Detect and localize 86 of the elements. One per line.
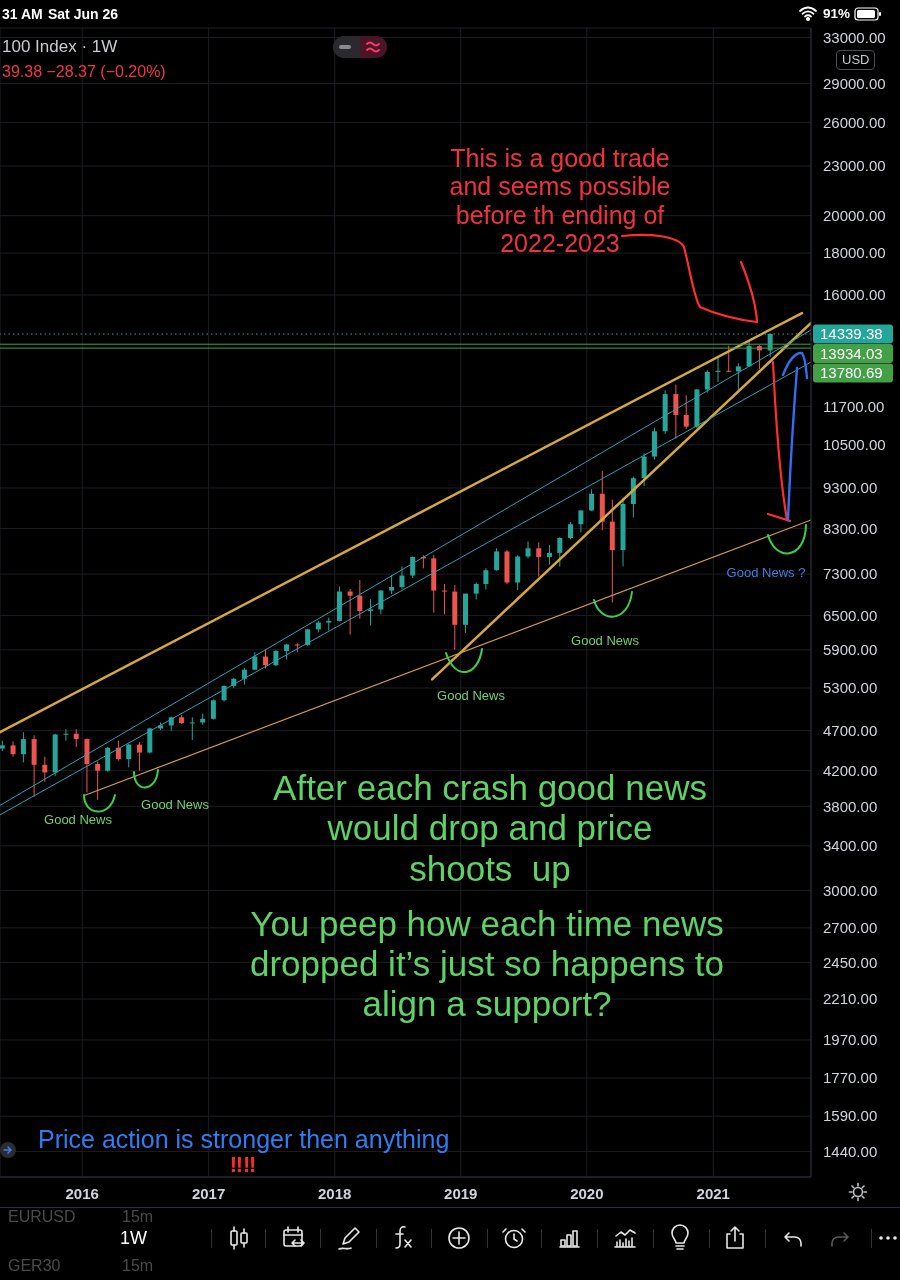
y-tick-label: 18000.00	[823, 244, 886, 262]
y-tick-label: 5900.00	[823, 641, 878, 659]
candlestick	[683, 394, 689, 430]
y-tick-label: 3000.00	[823, 881, 878, 899]
y-tick-label: 1770.00	[823, 1069, 878, 1087]
candlestick	[483, 567, 489, 591]
candlestick	[726, 345, 732, 373]
y-tick-label: 23000.00	[823, 157, 886, 175]
text: 39.38 −28.37 (−0.20%)	[2, 62, 166, 82]
candlestick	[63, 728, 69, 742]
y-tick-label: 1970.00	[823, 1031, 878, 1049]
y-tick-label: 3800.00	[823, 797, 878, 815]
text: 91%	[823, 6, 851, 22]
candlestick	[536, 541, 542, 578]
y-tick-label: 7300.00	[823, 565, 878, 583]
text: 31 AM	[2, 5, 43, 23]
candlestick	[20, 731, 26, 763]
y-tick-label: 20000.00	[823, 206, 886, 224]
candlestick	[673, 384, 679, 440]
candlestick	[95, 761, 101, 801]
candlestick	[704, 369, 710, 394]
annotation: Good News	[44, 811, 112, 828]
y-tick-label: 33000.00	[823, 28, 886, 46]
text: EURUSD	[8, 1207, 76, 1227]
candlestick	[189, 716, 195, 741]
candlestick	[357, 579, 363, 620]
y-tick-label: 9300.00	[823, 479, 878, 497]
text: GER30	[8, 1256, 61, 1276]
text: 100 Index · 1W	[2, 37, 118, 57]
text: 1W	[120, 1227, 147, 1249]
text: 15m	[122, 1256, 154, 1276]
x-tick-label: 2018	[318, 1184, 352, 1202]
candlestick	[42, 756, 48, 783]
y-tick-label: 4700.00	[823, 722, 878, 740]
candlestick	[735, 362, 741, 392]
candlestick	[589, 488, 595, 512]
y-tick-label: 26000.00	[823, 113, 886, 131]
candlestick	[494, 547, 500, 572]
ref-line-label: 13780.69	[820, 364, 883, 382]
ref-line-label: 13934.03	[820, 345, 883, 362]
candlestick	[263, 649, 269, 669]
candlestick	[546, 544, 552, 565]
candlestick	[441, 583, 447, 615]
text: Sat Jun 26	[48, 5, 119, 23]
candlestick	[10, 740, 16, 758]
annotation: You peep how each time news dropped it’s just so happens to align a support?	[249, 904, 725, 1024]
annotation: Good News	[437, 687, 505, 704]
annotation: Good News ?	[726, 564, 806, 581]
text: 15m	[122, 1207, 154, 1227]
x-tick-label: 2021	[696, 1184, 730, 1202]
candlestick	[641, 452, 647, 487]
annotation: ‼‼	[229, 1152, 257, 1178]
y-tick-label: 8300.00	[823, 519, 878, 537]
candlestick	[578, 509, 584, 533]
candlestick	[368, 598, 374, 626]
x-tick-label: 2017	[191, 1184, 226, 1202]
candlestick	[136, 741, 142, 772]
y-tick-label: 1590.00	[823, 1107, 878, 1125]
ref-line-label: 14339.38	[820, 325, 883, 343]
candlestick	[347, 588, 353, 635]
annotation: Good News	[141, 796, 209, 813]
y-tick-label: 2450.00	[823, 953, 878, 971]
y-tick-label: 1440.00	[823, 1142, 878, 1160]
y-axis-title: USD	[836, 50, 876, 70]
y-tick-label: 2210.00	[823, 990, 878, 1008]
y-tick-label: 6500.00	[823, 606, 878, 624]
y-tick-label: 5300.00	[823, 679, 878, 697]
candlestick	[126, 743, 132, 768]
annotation: Price action is stronger then anything	[38, 1124, 450, 1154]
y-tick-label: 10500.00	[823, 436, 886, 454]
x-tick-label: 2020	[570, 1184, 604, 1202]
candlestick	[557, 536, 563, 567]
y-tick-label: 11700.00	[823, 397, 885, 415]
y-tick-label: 16000.00	[823, 286, 886, 304]
x-tick-label: 2019	[444, 1184, 478, 1202]
x-tick-label: 2016	[65, 1184, 99, 1202]
candlestick	[105, 746, 111, 773]
candlestick	[399, 565, 405, 591]
y-tick-label: 2700.00	[823, 919, 878, 937]
candlestick	[389, 574, 395, 595]
y-tick-label: 29000.00	[823, 74, 886, 92]
y-tick-label: 3400.00	[823, 837, 878, 855]
annotation: Good News	[571, 632, 639, 649]
annotation: This is a good trade and seems possible before th ending of 2022-2023	[449, 143, 671, 258]
y-tick-label: 4200.00	[823, 762, 878, 780]
annotation: After each crash good news would drop and price shoots up	[273, 767, 707, 890]
